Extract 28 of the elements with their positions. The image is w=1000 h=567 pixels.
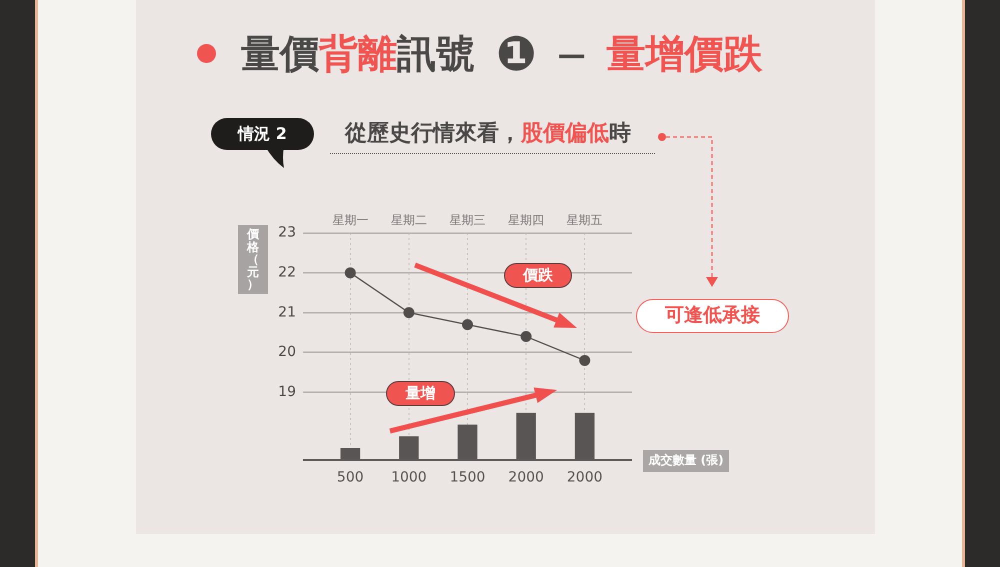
x-axis-title: 成交數量 (張)	[648, 453, 724, 468]
x-tick-label: 星期一	[332, 212, 368, 227]
y-tick-label: 21	[278, 304, 296, 320]
chart-title: 量價背離訊號 ❶ — 量增價跌	[241, 26, 763, 82]
x-tick-label: 星期五	[566, 212, 603, 227]
y-tick-label: 22	[278, 264, 296, 280]
data-label: 2000	[508, 470, 544, 486]
chart-subtitle: 從歷史行情來看，股價偏低時	[345, 121, 631, 146]
data-label: 2000	[566, 470, 603, 486]
annotation: 價跌	[523, 266, 553, 284]
point	[462, 319, 473, 330]
text: 可逢低承接	[665, 304, 760, 327]
point	[520, 331, 532, 342]
text: 情況 2	[238, 124, 287, 144]
y-tick-label: 23	[278, 224, 296, 241]
annotation: 量增	[406, 384, 436, 402]
x-tick-label: 星期二	[390, 212, 427, 227]
data-label: 1500	[450, 470, 486, 486]
y-axis-title: 價格（元）	[247, 227, 259, 292]
x-tick-label: 星期三	[450, 212, 486, 227]
data-label: 500	[336, 470, 364, 486]
y-tick-label: 19	[278, 384, 296, 400]
point	[579, 354, 590, 366]
point	[403, 307, 414, 318]
y-tick-label: 20	[278, 344, 296, 360]
x-tick-label: 星期四	[508, 212, 544, 227]
data-label: 1000	[391, 470, 427, 486]
point	[344, 267, 356, 278]
